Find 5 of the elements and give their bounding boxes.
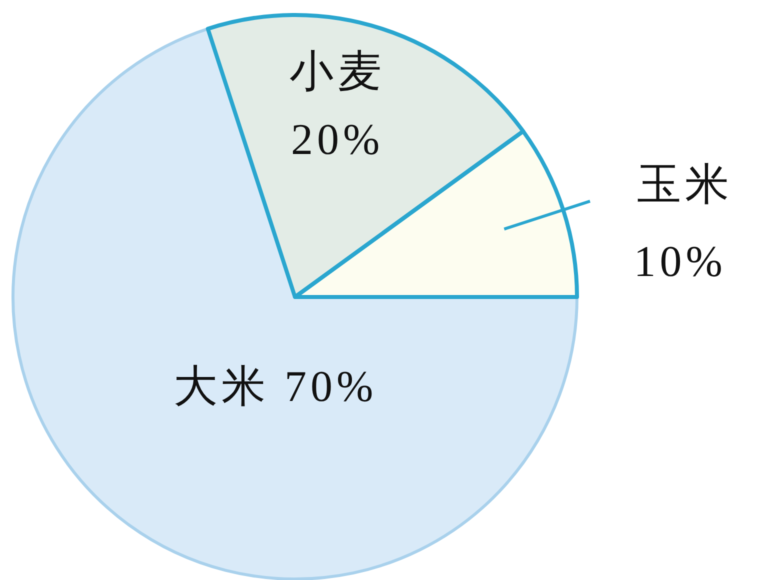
slice-label: 大米 70% xyxy=(174,362,378,412)
slice-label: 玉米 xyxy=(637,160,734,210)
slice-label: 小麦 xyxy=(289,47,386,96)
data-label: 10% xyxy=(634,237,726,286)
data-label: 20% xyxy=(290,115,384,164)
